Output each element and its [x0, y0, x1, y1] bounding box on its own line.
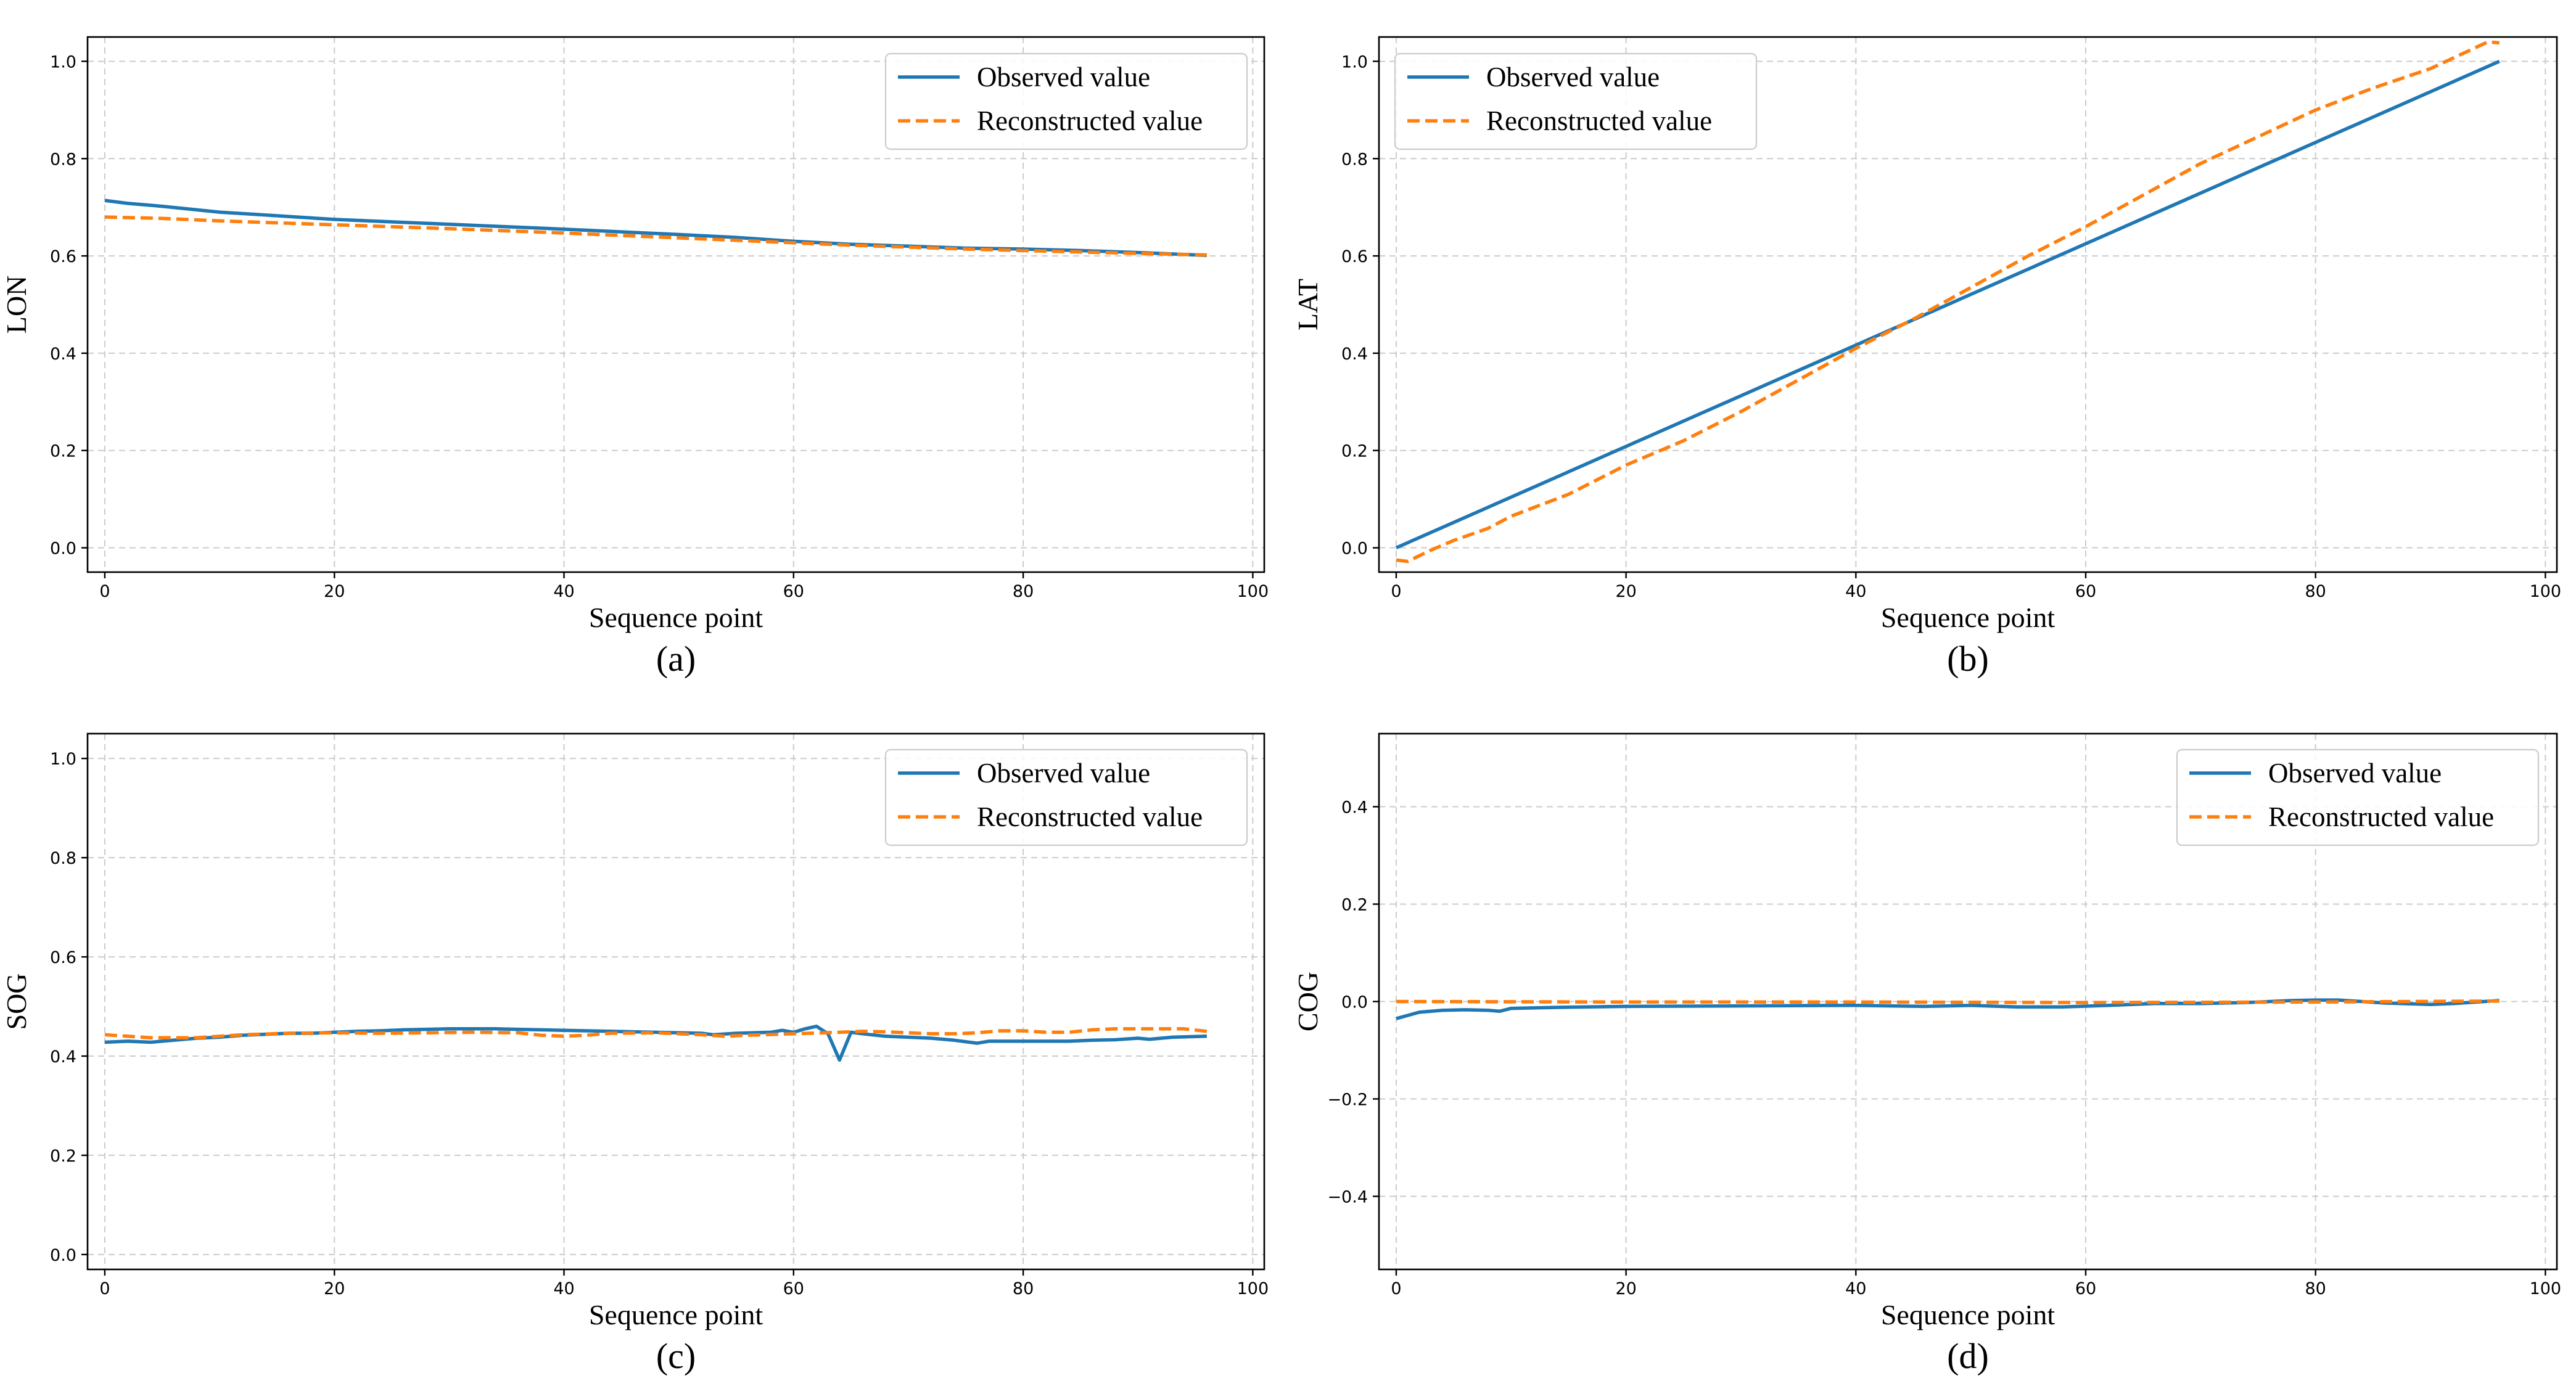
reconstructed-series-line	[1396, 40, 2500, 563]
y-tick-label: 0.0	[1341, 993, 1368, 1012]
legend: Observed value Reconstructed value	[1394, 52, 1758, 150]
x-tick-label: 100	[1237, 582, 1269, 601]
legend: Observed value Reconstructed value	[884, 748, 1248, 846]
y-tick-label: 0.4	[1341, 345, 1368, 364]
x-tick-label: 20	[1615, 1279, 1636, 1298]
y-tick-label: 1.0	[50, 750, 76, 769]
x-tick-label: 80	[2305, 582, 2326, 601]
x-tick-label: 40	[553, 1279, 574, 1298]
x-tick-label: 60	[2075, 1279, 2096, 1298]
legend-observed-label: Observed value	[2268, 758, 2442, 789]
y-tick-label: 0.8	[50, 150, 76, 169]
x-tick-label: 100	[1237, 1279, 1269, 1298]
x-tick-label: 20	[324, 582, 345, 601]
y-axis-label: LAT	[1292, 279, 1323, 330]
y-tick-label: 0.6	[50, 948, 76, 967]
panel-c: 0 20 40 60 80 100 0.0 0.2 0.4 0.6 0.8 1.0 Sequence p…	[1, 732, 1269, 1376]
panel-b: 0 20 40 60 80 100 0.0 0.2 0.4 0.6 0.8 1.0 Sequence p…	[1292, 36, 2562, 679]
legend-box	[2176, 748, 2540, 846]
x-tick-label: 60	[783, 1279, 804, 1298]
observed-series-line	[1395, 59, 2500, 550]
panel-caption: (d)	[1947, 1336, 1989, 1376]
observed-series-line	[1396, 998, 2500, 1020]
legend: Observed value Reconstructed value	[884, 52, 1248, 150]
panel-caption: (b)	[1947, 639, 1989, 679]
x-axis-label: Sequence point	[589, 602, 763, 633]
panel-d: 0 20 40 60 80 100 −0.4 −0.2 0.0 0.2 0.4 Sequence po…	[1292, 732, 2562, 1376]
x-tick-label: 0	[99, 1279, 110, 1298]
y-axis-label: COG	[1292, 972, 1323, 1031]
panel-a: 0 20 40 60 80 100 0.0 0.2 0.4 0.6 0.8 1.0 Sequence p…	[1, 36, 1269, 679]
reconstructed-series-line	[104, 1027, 1208, 1039]
legend-reconstructed-label: Reconstructed value	[977, 801, 1203, 832]
y-tick-label: 0.6	[50, 247, 76, 266]
legend-reconstructed-label: Reconstructed value	[977, 105, 1203, 136]
y-axis-label: LON	[1, 276, 32, 334]
x-tick-label: 80	[1013, 1279, 1034, 1298]
legend-observed-label: Observed value	[977, 758, 1150, 789]
x-tick-label: 100	[2530, 1279, 2562, 1298]
y-tick-label: −0.4	[1327, 1188, 1368, 1207]
x-tick-label: 60	[783, 582, 804, 601]
y-tick-label: 0.8	[50, 849, 76, 868]
y-tick-label: 0.0	[50, 1246, 76, 1265]
y-tick-label: −0.2	[1327, 1091, 1368, 1110]
x-tick-label: 80	[1013, 582, 1034, 601]
panel-caption: (a)	[656, 639, 696, 679]
x-tick-label: 40	[553, 582, 574, 601]
observed-series-line	[104, 199, 1208, 258]
legend-box	[1394, 52, 1758, 150]
panel-caption: (c)	[656, 1336, 696, 1376]
reconstructed-series-line	[104, 215, 1207, 257]
x-tick-label: 100	[2530, 582, 2562, 601]
y-tick-label: 0.4	[50, 345, 76, 364]
legend-observed-label: Observed value	[1486, 62, 1660, 92]
plot-frame	[86, 36, 1265, 573]
x-tick-label: 0	[1391, 1279, 1401, 1298]
legend-reconstructed-label: Reconstructed value	[2268, 801, 2494, 832]
x-tick-label: 60	[2075, 582, 2096, 601]
y-tick-label: 0.8	[1341, 150, 1368, 169]
y-tick-label: 0.2	[50, 442, 76, 461]
y-tick-label: 0.2	[1341, 442, 1368, 461]
x-tick-label: 40	[1845, 1279, 1866, 1298]
plot-frame	[1378, 36, 2558, 573]
x-tick-label: 0	[1391, 582, 1401, 601]
legend-box	[884, 52, 1248, 150]
y-tick-label: 1.0	[50, 52, 76, 72]
y-axis-label: SOG	[1, 973, 32, 1030]
y-tick-label: 0.0	[50, 539, 76, 559]
y-tick-label: 1.0	[1341, 52, 1368, 72]
y-tick-label: 0.2	[1341, 896, 1368, 915]
x-tick-label: 20	[324, 1279, 345, 1298]
x-tick-label: 0	[99, 582, 110, 601]
x-axis-label: Sequence point	[1881, 1299, 2055, 1330]
y-tick-label: 0.2	[50, 1147, 76, 1166]
y-tick-label: 0.4	[50, 1047, 76, 1067]
y-tick-label: 0.4	[1341, 798, 1368, 817]
x-axis-label: Sequence point	[589, 1299, 763, 1330]
plot-frame	[86, 732, 1265, 1271]
y-tick-label: 0.0	[1341, 539, 1368, 559]
x-tick-label: 20	[1615, 582, 1636, 601]
legend: Observed value Reconstructed value	[2176, 748, 2540, 846]
legend-observed-label: Observed value	[977, 62, 1150, 92]
x-tick-label: 80	[2305, 1279, 2326, 1298]
legend-reconstructed-label: Reconstructed value	[1486, 105, 1712, 136]
legend-box	[884, 748, 1248, 846]
x-tick-label: 40	[1845, 582, 1866, 601]
x-axis-label: Sequence point	[1881, 602, 2055, 633]
reconstructed-series-line	[1396, 999, 2500, 1004]
y-tick-label: 0.6	[1341, 247, 1368, 266]
